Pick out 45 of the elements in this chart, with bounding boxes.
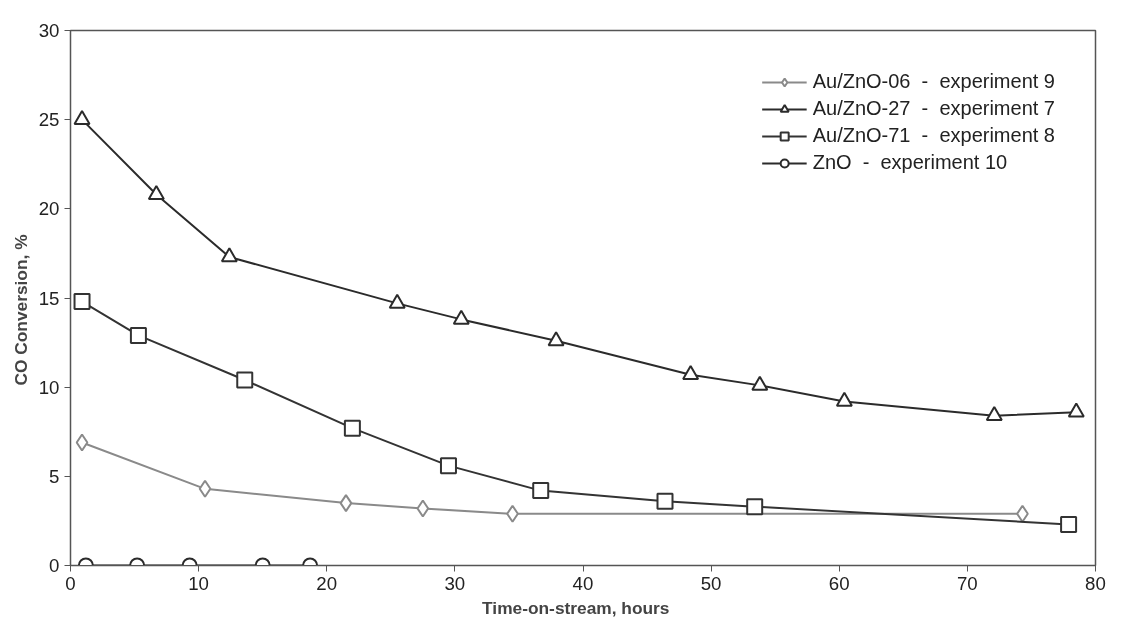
point	[439, 457, 457, 475]
point	[236, 371, 254, 389]
y-tick-label: 15	[38, 287, 60, 309]
legend-label: Au/ZnO-06 - experiment 9	[812, 70, 1055, 93]
point	[75, 433, 89, 452]
y-tick-label: 25	[38, 109, 60, 131]
point	[129, 326, 147, 344]
legend-label: Au/ZnO-27 - experiment 7	[812, 97, 1055, 120]
point	[220, 247, 238, 263]
point	[343, 419, 361, 437]
y-tick-label: 5	[49, 465, 60, 487]
legend-label: ZnO - experiment 10	[812, 151, 1008, 174]
y-axis-title: CO Conversion, %	[10, 234, 31, 386]
y-tick-label: 10	[38, 376, 60, 398]
point	[198, 479, 212, 498]
point	[751, 375, 769, 391]
x-tick-label: 30	[444, 572, 466, 594]
x-tick-label: 20	[316, 572, 338, 594]
point	[1067, 402, 1085, 418]
y-tick-label: 20	[38, 198, 60, 220]
point	[985, 406, 1003, 422]
point	[147, 184, 165, 200]
legend-label: Au/ZnO-71 - experiment 8	[812, 124, 1055, 147]
y-tick-label: 30	[38, 20, 60, 41]
point	[682, 365, 700, 381]
point	[835, 391, 853, 407]
point	[73, 110, 91, 125]
point	[746, 498, 764, 516]
x-axis-title: Time-on-stream, hours	[482, 597, 670, 618]
point	[547, 331, 565, 347]
x-tick-label: 50	[700, 572, 722, 594]
point	[452, 309, 470, 325]
x-tick-label: 60	[828, 572, 850, 594]
point	[532, 482, 550, 500]
x-tick-label: 70	[957, 572, 978, 594]
point	[388, 293, 406, 309]
y-tick-label: 0	[49, 555, 60, 576]
point	[416, 499, 430, 518]
point	[1060, 515, 1078, 533]
point	[656, 492, 674, 510]
point	[339, 494, 353, 513]
x-tick-label: 10	[188, 572, 210, 594]
x-tick-label: 40	[572, 572, 594, 594]
x-tick-label: 80	[1085, 572, 1106, 594]
x-tick-label: 0	[65, 572, 76, 594]
